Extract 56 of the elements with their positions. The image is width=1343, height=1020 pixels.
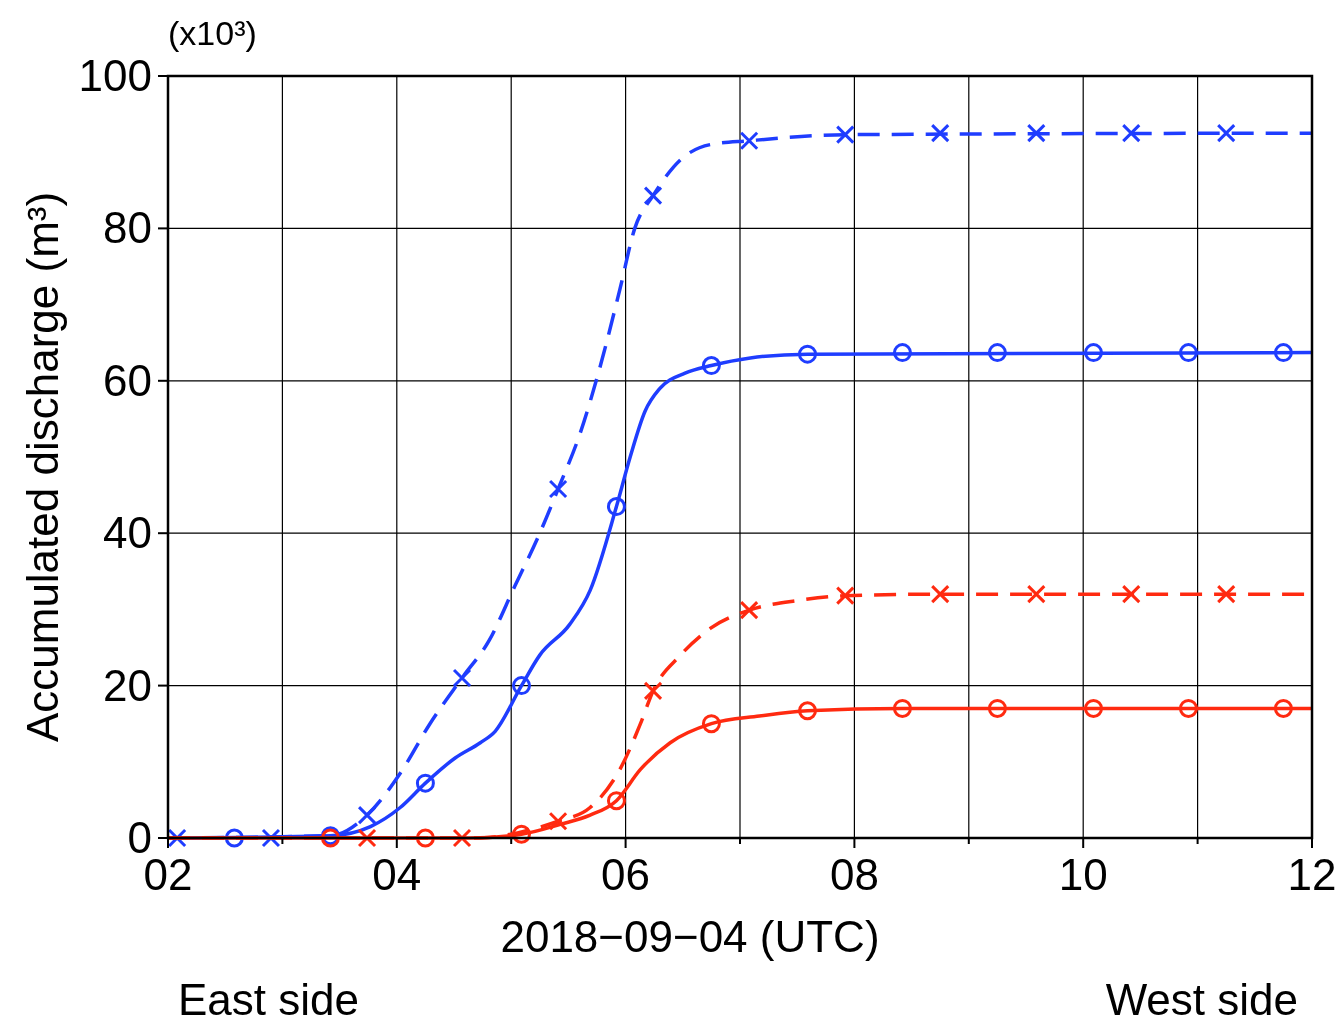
point: [512, 824, 531, 844]
point: [1273, 343, 1293, 363]
point: [415, 773, 435, 793]
point: [1178, 698, 1198, 718]
point: [1084, 698, 1103, 718]
point: [798, 344, 817, 364]
x-axis-title: 2018−09−04 (UTC): [500, 912, 880, 961]
text: West side: [1105, 975, 1298, 1020]
point: [892, 698, 912, 718]
point: [739, 600, 759, 620]
x-tick-label: 06: [601, 850, 651, 899]
x-tick-label: 04: [372, 850, 422, 899]
point: [606, 791, 626, 811]
point: [548, 811, 568, 831]
y-axis-title: Accumulated discharge (m³): [18, 191, 67, 743]
point: [357, 805, 377, 825]
point: [512, 676, 531, 696]
point: [892, 343, 912, 363]
point: [987, 698, 1007, 718]
point: [739, 131, 759, 151]
point: [643, 681, 663, 701]
point: [987, 343, 1007, 363]
point: [452, 828, 472, 848]
point: [1273, 698, 1293, 718]
point: [357, 828, 377, 848]
point: [1026, 584, 1046, 604]
point: [701, 356, 721, 376]
point: [930, 123, 950, 143]
y-tick-label: 80: [103, 203, 152, 253]
y-tick-label: 40: [103, 508, 152, 558]
point: [1216, 123, 1236, 143]
point: [1178, 343, 1198, 363]
point: [643, 186, 663, 206]
point: [798, 701, 817, 721]
y-tick-label: 20: [103, 660, 152, 710]
point: [1121, 584, 1141, 604]
point: [1084, 343, 1103, 363]
point: [452, 668, 472, 688]
point: [548, 479, 568, 499]
x-tick-label: 12: [1287, 850, 1337, 899]
point: [1026, 123, 1046, 143]
text: (x10³): [168, 14, 257, 52]
point: [224, 828, 244, 848]
point: [1216, 584, 1236, 604]
y-tick-label: 60: [103, 355, 152, 405]
point: [415, 828, 435, 848]
text: East side: [178, 975, 359, 1020]
point: [606, 497, 626, 517]
point: [835, 125, 855, 145]
x-tick-label: 10: [1058, 850, 1108, 899]
point: [1121, 123, 1141, 143]
y-tick-label: 100: [78, 51, 152, 100]
point: [835, 586, 855, 606]
x-tick-label: 08: [829, 850, 879, 899]
point: [930, 584, 950, 604]
point: [701, 714, 721, 734]
